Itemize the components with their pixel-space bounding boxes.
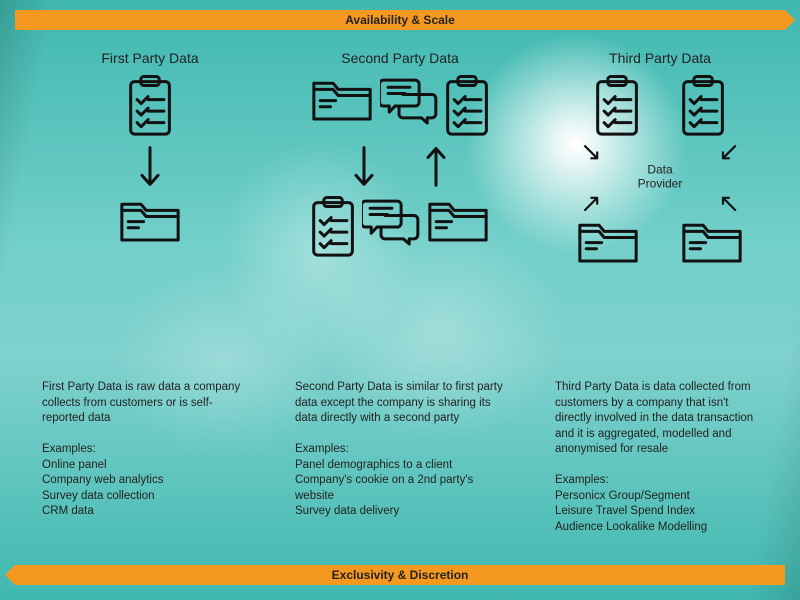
second-party-title: Second Party Data bbox=[280, 50, 520, 66]
top-banner-label: Availability & Scale bbox=[345, 13, 455, 27]
second-examples-label: Examples: bbox=[295, 442, 505, 458]
third-example-3: Audience Lookalike Modelling bbox=[555, 520, 765, 536]
clipboard-icon bbox=[594, 74, 640, 138]
first-arrows bbox=[30, 144, 270, 189]
second-party-text: Second Party Data is similar to first pa… bbox=[295, 380, 505, 520]
first-top-icons bbox=[30, 74, 270, 138]
folder-icon bbox=[576, 216, 640, 267]
provider-label-text: Data Provider bbox=[638, 163, 683, 191]
third-party-title: Third Party Data bbox=[540, 50, 780, 66]
folder-icon bbox=[310, 74, 374, 138]
first-examples-label: Examples: bbox=[42, 442, 252, 458]
clipboard-icon bbox=[680, 74, 726, 138]
infographic-canvas: Availability & Scale Exclusivity & Discr… bbox=[0, 0, 800, 600]
column-second-party: Second Party Data bbox=[280, 50, 520, 263]
second-example-1: Panel demographics to a client bbox=[295, 458, 505, 474]
third-party-text: Third Party Data is data collected from … bbox=[555, 380, 765, 535]
bottom-banner: Exclusivity & Discretion bbox=[15, 565, 785, 585]
folder-icon bbox=[118, 195, 182, 246]
first-example-4: CRM data bbox=[42, 504, 252, 520]
third-bottom-icons bbox=[540, 216, 780, 267]
third-example-1: Personicx Group/Segment bbox=[555, 489, 765, 505]
chat-icon bbox=[380, 74, 438, 138]
third-top-icons bbox=[540, 74, 780, 138]
arrow-diag-ul-icon: ↖ bbox=[718, 190, 740, 216]
second-example-2: Company's cookie on a 2nd party's websit… bbox=[295, 473, 505, 504]
third-desc: Third Party Data is data collected from … bbox=[555, 380, 765, 458]
arrow-diag-ur-icon: ↗ bbox=[580, 190, 602, 216]
clipboard-icon bbox=[444, 74, 490, 138]
first-example-1: Online panel bbox=[42, 458, 252, 474]
arrow-diag-dr-icon: ↘ bbox=[580, 138, 602, 164]
second-bottom-icons bbox=[280, 195, 520, 259]
third-examples-label: Examples: bbox=[555, 473, 765, 489]
first-party-title: First Party Data bbox=[30, 50, 270, 66]
arrow-down-icon bbox=[134, 144, 166, 189]
chat-icon bbox=[362, 195, 420, 259]
bottom-banner-label: Exclusivity & Discretion bbox=[332, 568, 469, 582]
first-example-2: Company web analytics bbox=[42, 473, 252, 489]
first-example-3: Survey data collection bbox=[42, 489, 252, 505]
clipboard-icon bbox=[127, 74, 173, 138]
data-provider-block: ↘ ↙ Data Provider ↗ ↖ bbox=[540, 142, 780, 212]
first-bottom-icons bbox=[30, 195, 270, 246]
column-third-party: Third Party Data ↘ ↙ Data Provider ↗ ↖ bbox=[540, 50, 780, 271]
arrow-diag-dl-icon: ↙ bbox=[718, 138, 740, 164]
top-banner: Availability & Scale bbox=[15, 10, 785, 30]
first-party-text: First Party Data is raw data a company c… bbox=[42, 380, 252, 520]
second-example-3: Survey data delivery bbox=[295, 504, 505, 520]
provider-label: Data Provider bbox=[638, 163, 683, 192]
second-top-icons bbox=[280, 74, 520, 138]
arrow-up-icon bbox=[420, 144, 452, 189]
clipboard-icon bbox=[310, 195, 356, 259]
first-desc: First Party Data is raw data a company c… bbox=[42, 380, 252, 427]
arrow-down-icon bbox=[348, 144, 380, 189]
third-example-2: Leisure Travel Spend Index bbox=[555, 504, 765, 520]
folder-icon bbox=[426, 195, 490, 259]
second-arrows bbox=[280, 144, 520, 189]
second-desc: Second Party Data is similar to first pa… bbox=[295, 380, 505, 427]
column-first-party: First Party Data bbox=[30, 50, 270, 250]
folder-icon bbox=[680, 216, 744, 267]
